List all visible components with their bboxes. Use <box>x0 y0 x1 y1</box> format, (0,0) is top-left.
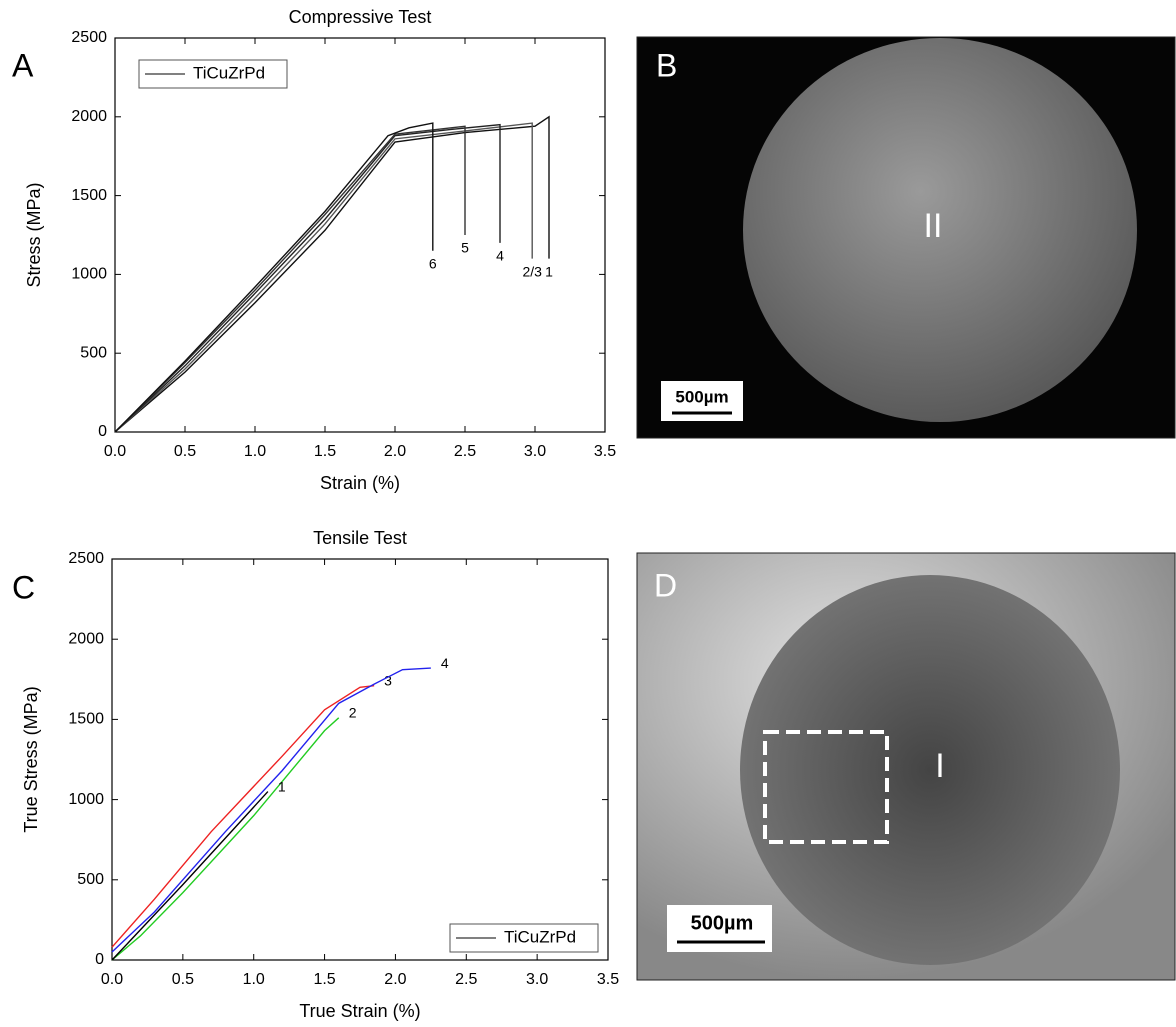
scale-bar-label: 500µm <box>675 387 728 406</box>
x-tick-label: 1.0 <box>243 971 265 988</box>
region-label: II <box>924 207 943 245</box>
series-label: 4 <box>496 248 504 264</box>
y-tick-label: 1000 <box>68 791 104 808</box>
x-tick-label: 2.5 <box>454 443 476 460</box>
chart: A Compressive Test Strain (%) Stress (MPa) 0… <box>12 7 616 493</box>
series-label: 2 <box>349 704 357 720</box>
y-tick-label: 500 <box>80 344 107 361</box>
fracture-surface <box>740 575 1120 965</box>
series-label: 4 <box>441 655 449 671</box>
x-tick-label: 1.5 <box>313 971 335 988</box>
panel-label: C <box>12 569 35 605</box>
chart-title: Tensile Test <box>313 528 407 548</box>
series-line <box>111 685 375 948</box>
y-tick-label: 0 <box>98 423 107 440</box>
y-tick-label: 2000 <box>71 108 107 125</box>
x-tick-label: 3.0 <box>524 443 546 460</box>
x-tick-label: 1.5 <box>314 443 336 460</box>
x-axis-label: True Strain (%) <box>299 1001 420 1021</box>
y-axis-label: True Stress (MPa) <box>21 686 41 832</box>
y-tick-label: 1500 <box>68 711 104 728</box>
y-tick-label: 1500 <box>71 187 107 204</box>
panel-label: D <box>654 567 677 603</box>
plot-frame <box>114 37 606 433</box>
series-line <box>111 667 431 953</box>
x-tick-label: 3.5 <box>594 443 616 460</box>
series-label: 1 <box>278 778 286 794</box>
y-tick-label: 0 <box>95 951 104 968</box>
series-line <box>114 123 501 433</box>
y-tick-label: 1000 <box>71 266 107 283</box>
x-tick-label: 2.0 <box>384 443 406 460</box>
x-tick-label: 1.0 <box>244 443 266 460</box>
y-tick-label: 2500 <box>71 29 107 46</box>
plot-frame <box>111 558 609 961</box>
x-tick-label: 3.0 <box>526 971 548 988</box>
series-line <box>114 115 550 433</box>
panel-label: B <box>656 47 677 83</box>
region-label: I <box>935 747 944 785</box>
series-label: 5 <box>461 240 469 256</box>
fracture-surface <box>743 38 1137 422</box>
scale-bar-label: 500µm <box>691 912 754 934</box>
x-tick-label: 0.0 <box>101 971 123 988</box>
x-tick-label: 0.5 <box>174 443 196 460</box>
series-line <box>114 125 466 433</box>
series-line <box>111 717 340 961</box>
legend-label: TiCuZrPd <box>193 63 265 82</box>
x-tick-label: 0.0 <box>104 443 126 460</box>
image-d: D I 500µm <box>636 552 1176 981</box>
series-line <box>114 122 434 433</box>
x-tick-label: 0.5 <box>172 971 194 988</box>
series-label: 6 <box>429 255 437 271</box>
x-tick-label: 2.5 <box>455 971 477 988</box>
x-tick-label: 2.0 <box>384 971 406 988</box>
x-tick-label: 3.5 <box>597 971 619 988</box>
series-line <box>111 791 269 961</box>
series-label: 2/3 <box>522 263 542 279</box>
y-tick-label: 2500 <box>68 550 104 567</box>
image-b: B II 500µm <box>636 36 1176 439</box>
inset-box <box>763 730 889 844</box>
chart-title: Compressive Test <box>289 7 432 27</box>
series-label: 1 <box>545 263 553 279</box>
x-axis-label: Strain (%) <box>320 473 400 493</box>
y-tick-label: 2000 <box>68 630 104 647</box>
panel-label: A <box>12 47 34 83</box>
y-axis-label: Stress (MPa) <box>24 182 44 287</box>
y-tick-label: 500 <box>77 871 104 888</box>
series-line <box>114 122 533 433</box>
legend-label: TiCuZrPd <box>504 927 576 946</box>
scale-box <box>667 905 772 952</box>
chart: C Tensile Test True Strain (%) True Stress … <box>12 528 619 1021</box>
series-label: 3 <box>384 672 392 688</box>
